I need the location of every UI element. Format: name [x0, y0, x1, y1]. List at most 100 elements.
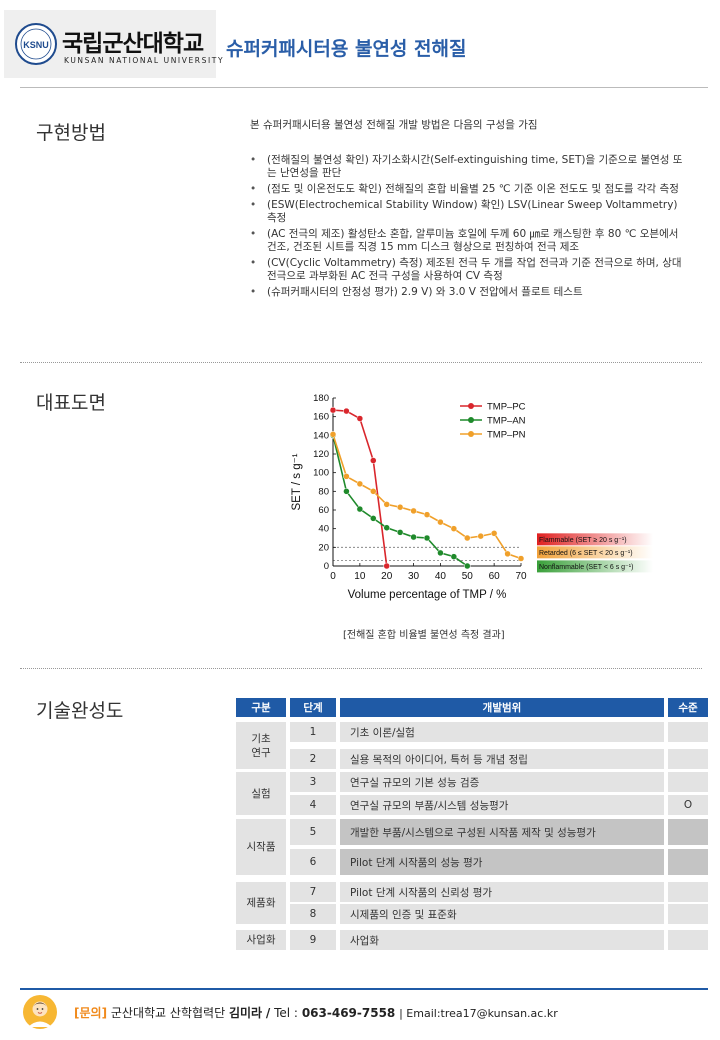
- data-point: [343, 488, 350, 495]
- table-step-cell: 8: [290, 904, 336, 924]
- band-label: Nonflammable (SET < 6 s g⁻¹): [539, 564, 633, 571]
- y-tick-label: 60: [318, 505, 329, 516]
- contact-person-icon: [23, 995, 57, 1029]
- data-point: [423, 511, 431, 518]
- data-point: [329, 406, 337, 414]
- y-tick-label: 80: [318, 486, 329, 497]
- data-point: [504, 550, 511, 558]
- legend-marker: [468, 417, 474, 423]
- data-point: [356, 505, 364, 513]
- legend-label: TMP–AN: [487, 416, 526, 427]
- page-header: KSNU 국립군산대학교 KUNSAN NATIONAL UNIVERSITY …: [0, 0, 720, 88]
- legend-label: TMP–PC: [487, 402, 526, 413]
- x-tick-label: 50: [462, 571, 474, 582]
- contact-name: 김미라: [228, 1006, 263, 1020]
- data-point: [490, 530, 498, 537]
- y-axis-label: SET / s g⁻¹: [291, 453, 303, 510]
- set-line-chart: 0 20 40 60 80 100 120 140 160 180 0 10 20 30 40 50 60 70 V…: [291, 393, 653, 601]
- table-scope-cell: 연구실 규모의 기본 성능 검증: [340, 772, 664, 792]
- band-swatch: [537, 560, 653, 573]
- band-label: Flammable (SET ≥ 20 s g⁻¹): [539, 537, 627, 544]
- method-bullet: (전해질의 불연성 확인) 자기소화시간(Self-extinguishing …: [250, 154, 690, 180]
- data-point: [464, 562, 471, 570]
- y-tick-label: 180: [313, 393, 329, 404]
- x-tick-label: 70: [515, 571, 527, 582]
- table-step-cell: 9: [290, 930, 336, 950]
- contact-tag: [문의]: [74, 1006, 108, 1020]
- section-divider: [20, 668, 702, 669]
- data-point: [383, 562, 390, 570]
- svg-text:KSNU: KSNU: [23, 40, 49, 50]
- data-point: [464, 534, 471, 542]
- x-tick-label: 10: [354, 571, 366, 582]
- section-label-maturity: 기술완성도: [36, 700, 124, 722]
- table-level-cell: [668, 722, 708, 742]
- table-level-cell: [668, 819, 708, 845]
- band-label: Retarded (6 ≤ SET < 20 s g⁻¹): [539, 550, 633, 557]
- method-intro: 본 슈퍼커패시터용 불연성 전해질 개발 방법은 다음의 구성을 가짐: [250, 119, 538, 131]
- data-point: [383, 524, 390, 531]
- table-level-cell: [668, 882, 708, 902]
- legend-label: TMP–PN: [487, 430, 526, 441]
- section-label-method: 구현방법: [36, 122, 106, 144]
- figure-caption: [전해질 혼합 비율별 불연성 측정 결과]: [343, 630, 505, 641]
- x-tick-label: 0: [330, 571, 336, 582]
- y-tick-label: 40: [318, 524, 329, 535]
- data-point: [450, 525, 458, 532]
- table-scope-cell: 시제품의 인증 및 표준화: [340, 904, 664, 924]
- contact-tel-label: Tel :: [274, 1006, 298, 1020]
- y-tick-label: 20: [318, 542, 329, 553]
- x-axis-label: Volume percentage of TMP / %: [348, 589, 507, 601]
- legend-marker: [468, 431, 474, 437]
- table-header-cell: 단계: [290, 698, 336, 717]
- y-tick-label: 120: [313, 449, 329, 460]
- method-bullet-list: (전해질의 불연성 확인) 자기소화시간(Self-extinguishing …: [250, 154, 690, 302]
- table-header-cell: 수준: [668, 698, 708, 717]
- table-step-cell: 5: [290, 819, 336, 845]
- data-point: [329, 431, 337, 438]
- table-level-cell: [668, 772, 708, 792]
- table-scope-cell: 기초 이론/실험: [340, 722, 664, 742]
- data-point: [383, 501, 390, 508]
- table-group-cell: 기초 연구: [236, 722, 286, 769]
- method-bullet: (슈퍼커패시터의 안정성 평가) 2.9 V) 와 3.0 V 전압에서 플로트…: [250, 286, 690, 299]
- series-line-1: [332, 435, 468, 567]
- data-point: [396, 529, 404, 536]
- contact-info: [문의] 군산대학교 산학협력단 김미라 / Tel : 063-469-755…: [74, 1004, 558, 1021]
- table-level-cell: [668, 904, 708, 924]
- y-tick-label: 160: [313, 412, 329, 423]
- x-tick-label: 40: [435, 571, 447, 582]
- data-point: [370, 515, 377, 522]
- band-swatch: [537, 546, 653, 559]
- table-group-cell: 사업화: [236, 930, 286, 950]
- x-tick-label: 60: [489, 571, 501, 582]
- data-point: [437, 549, 444, 557]
- data-point: [517, 555, 525, 562]
- data-point: [343, 407, 350, 415]
- logo-korean-name: 국립군산대학교: [62, 31, 204, 57]
- table-step-cell: 7: [290, 882, 336, 902]
- header-divider: [20, 87, 708, 88]
- x-tick-label: 20: [381, 571, 393, 582]
- section-label-figure: 대표도면: [36, 392, 106, 414]
- series-line-0: [332, 409, 388, 567]
- table-scope-cell: Pilot 단계 시작품의 성능 평가: [340, 849, 664, 875]
- method-bullet: (AC 전극의 제조) 활성탄소 혼합, 알루미늄 호일에 두께 60 ㎛로 캐…: [250, 228, 690, 254]
- data-point: [396, 503, 404, 511]
- data-point: [356, 480, 364, 488]
- table-level-cell: [668, 749, 708, 769]
- legend-marker: [468, 403, 474, 409]
- table-group-cell: 제품화: [236, 882, 286, 924]
- contact-separator: /: [265, 1006, 271, 1020]
- data-point: [343, 473, 350, 480]
- table-header-cell: 개발범위: [340, 698, 664, 717]
- data-point: [370, 457, 377, 464]
- contact-email[interactable]: | Email:trea17@kunsan.ac.kr: [399, 1007, 558, 1020]
- table-step-cell: 1: [290, 722, 336, 742]
- method-bullet: (ESW(Electrochemical Stability Window) 확…: [250, 199, 690, 225]
- page-title: 슈퍼커패시터용 불연성 전해질: [226, 38, 467, 60]
- data-point: [477, 532, 484, 540]
- method-bullet: (점도 및 이온전도도 확인) 전해질의 혼합 비율별 25 ℃ 기준 이온 전…: [250, 183, 690, 196]
- table-level-cell: [668, 930, 708, 950]
- data-point: [370, 488, 377, 495]
